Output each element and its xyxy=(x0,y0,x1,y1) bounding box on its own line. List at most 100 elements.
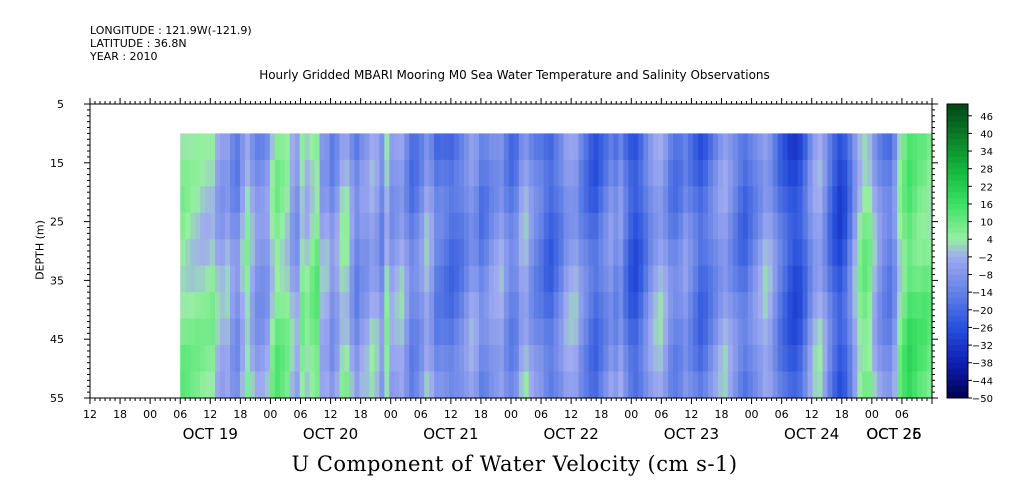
heatmap-cell xyxy=(717,292,724,320)
colorbar-segment xyxy=(947,303,968,311)
heatmap-cell xyxy=(698,212,704,240)
heatmap-cell xyxy=(364,265,371,293)
heatmap-cell xyxy=(314,371,321,399)
heatmap-cell xyxy=(917,186,923,214)
heatmap-cell xyxy=(414,133,420,161)
x-tick-label: 12 xyxy=(324,408,338,421)
heatmap-cell xyxy=(603,239,609,267)
heatmap-cells xyxy=(180,133,933,399)
heatmap-cell xyxy=(493,345,500,373)
heatmap-cell xyxy=(717,345,724,373)
heatmap-cell xyxy=(468,239,475,267)
heatmap-cell xyxy=(747,292,754,320)
heatmap-cell xyxy=(638,159,644,187)
heatmap-cell xyxy=(225,159,231,187)
colorbar-segment xyxy=(947,186,968,193)
heatmap-cell xyxy=(543,292,550,320)
heatmap-cell xyxy=(414,371,420,399)
heatmap-cell xyxy=(384,318,390,346)
heatmap-cell xyxy=(757,133,764,161)
y-tick-label: 45 xyxy=(50,333,64,346)
heatmap-cell xyxy=(339,212,346,240)
heatmap-cell xyxy=(359,159,366,187)
heatmap-cell xyxy=(289,265,296,293)
heatmap-cell xyxy=(329,186,336,214)
heatmap-cell xyxy=(498,239,505,267)
heatmap-cell xyxy=(837,371,843,399)
heatmap-cell xyxy=(832,159,839,187)
heatmap-cell xyxy=(210,345,216,373)
heatmap-cell xyxy=(304,318,311,346)
heatmap-cell xyxy=(673,318,679,346)
heatmap-cell xyxy=(638,239,644,267)
heatmap-cell xyxy=(394,292,400,320)
heatmap-cell xyxy=(334,371,341,399)
heatmap-cell xyxy=(922,239,928,267)
heatmap-cell xyxy=(578,345,585,373)
x-tick-label: 06 xyxy=(294,408,308,421)
heatmap-cell xyxy=(832,186,839,214)
x-tick-label: 12 xyxy=(805,408,819,421)
heatmap-cell xyxy=(279,186,286,214)
heatmap-cell xyxy=(339,371,346,399)
heatmap-cell xyxy=(792,318,799,346)
heatmap-cell xyxy=(279,239,286,267)
heatmap-cell xyxy=(195,159,201,187)
heatmap-cell xyxy=(334,159,341,187)
heatmap-cell xyxy=(389,265,395,293)
heatmap-cell xyxy=(249,133,256,161)
heatmap-cell xyxy=(389,212,395,240)
heatmap-cell xyxy=(842,265,848,293)
heatmap-cell xyxy=(683,292,689,320)
heatmap-cell xyxy=(877,212,883,240)
heatmap-cell xyxy=(588,186,595,214)
heatmap-cell xyxy=(653,318,659,346)
heatmap-cell xyxy=(867,239,873,267)
heatmap-cell xyxy=(269,133,276,161)
heatmap-cell xyxy=(698,292,704,320)
heatmap-cell xyxy=(523,265,530,293)
heatmap-cell xyxy=(304,159,311,187)
heatmap-cell xyxy=(394,186,400,214)
heatmap-cell xyxy=(543,239,550,267)
heatmap-cell xyxy=(334,212,341,240)
x-tick-label: 18 xyxy=(715,408,729,421)
heatmap-cell xyxy=(742,371,749,399)
colorbar-segment xyxy=(947,145,968,152)
heatmap-cell xyxy=(762,318,769,346)
heatmap-cell xyxy=(782,345,789,373)
heatmap-cell xyxy=(807,292,814,320)
heatmap-cell xyxy=(225,212,231,240)
heatmap-cell xyxy=(827,265,834,293)
heatmap-cell xyxy=(792,292,799,320)
heatmap-cell xyxy=(384,265,390,293)
heatmap-cell xyxy=(852,239,858,267)
heatmap-cell xyxy=(822,371,829,399)
heatmap-cell xyxy=(195,371,201,399)
heatmap-cell xyxy=(493,133,500,161)
heatmap-cell xyxy=(648,318,654,346)
heatmap-cell xyxy=(419,159,425,187)
heatmap-cell xyxy=(429,292,435,320)
heatmap-cell xyxy=(234,186,241,214)
heatmap-cell xyxy=(598,159,605,187)
heatmap-cell xyxy=(568,265,575,293)
heatmap-cell xyxy=(404,345,410,373)
heatmap-cell xyxy=(503,345,510,373)
heatmap-cell xyxy=(812,371,819,399)
heatmap-cell xyxy=(712,371,719,399)
heatmap-cell xyxy=(583,318,590,346)
heatmap-cell xyxy=(683,133,689,161)
heatmap-cell xyxy=(513,133,520,161)
heatmap-cell xyxy=(468,265,475,293)
heatmap-cell xyxy=(897,318,903,346)
heatmap-cell xyxy=(234,345,241,373)
heatmap-cell xyxy=(618,212,624,240)
heatmap-cell xyxy=(200,371,206,399)
heatmap-cell xyxy=(598,186,605,214)
heatmap-cell xyxy=(344,159,351,187)
heatmap-cell xyxy=(324,159,331,187)
heatmap-cell xyxy=(493,292,500,320)
heatmap-cell xyxy=(927,239,933,267)
heatmap-cell xyxy=(872,265,878,293)
